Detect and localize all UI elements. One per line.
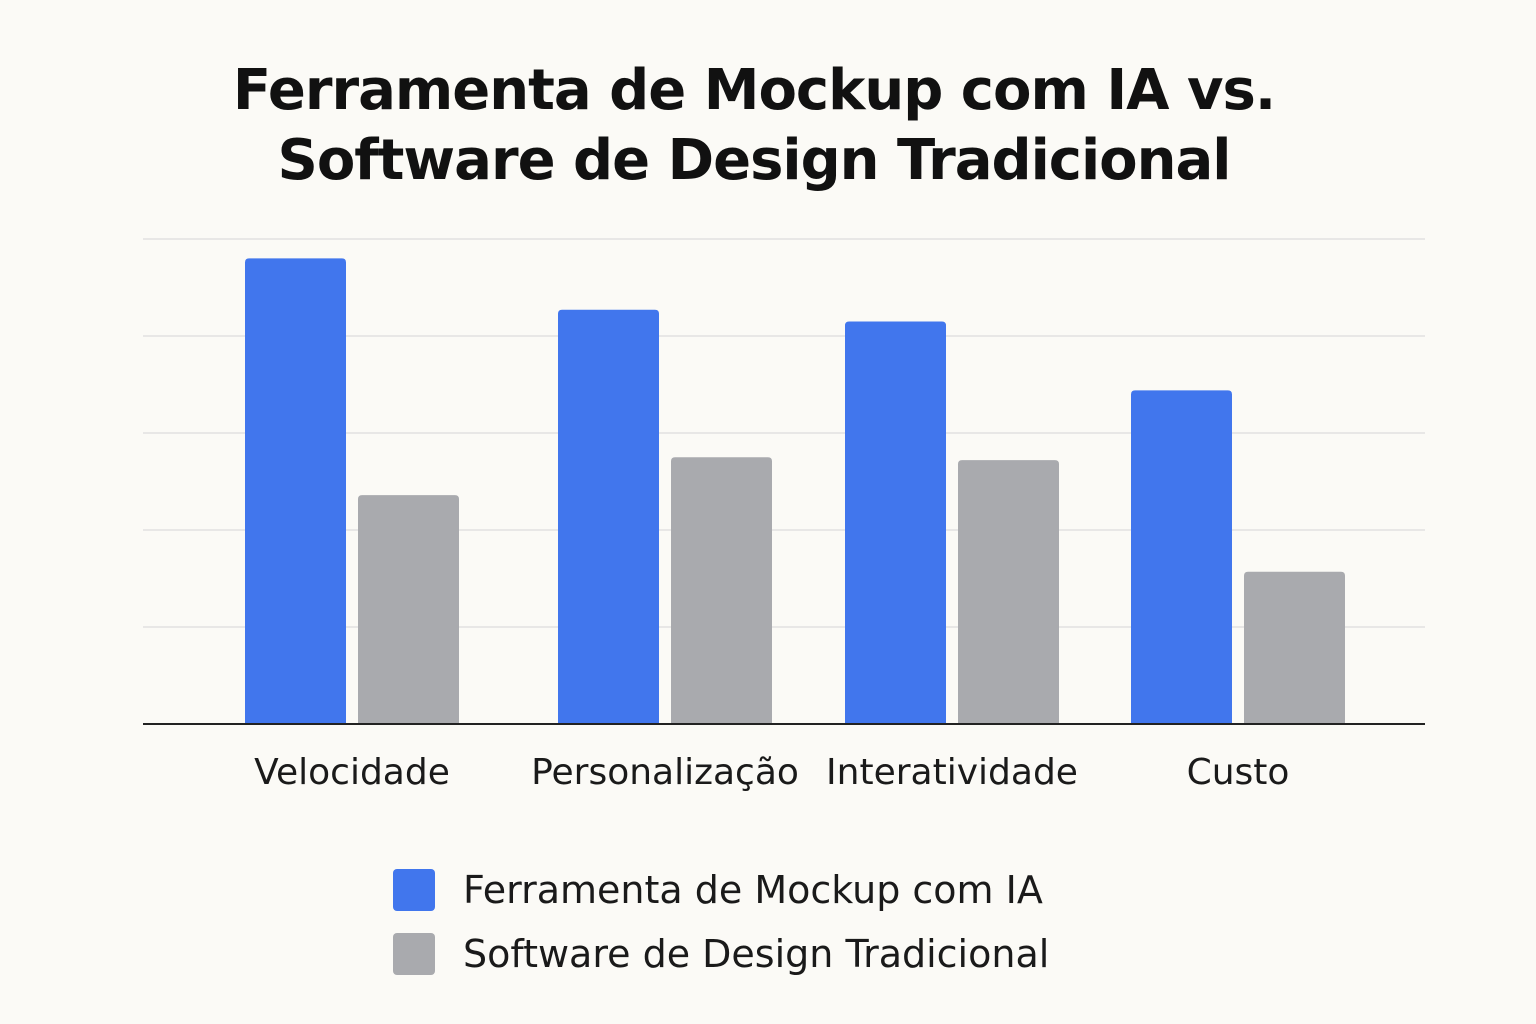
- bar-traditional: [1244, 571, 1345, 724]
- x-tick-label: Custo: [1187, 752, 1290, 793]
- legend: Ferramenta de Mockup com IA Software de …: [393, 858, 1049, 986]
- x-tick-label: Personalização: [531, 752, 799, 793]
- title-line-2: Software de Design Tradicional: [277, 128, 1231, 193]
- legend-swatch-ai: [393, 869, 435, 911]
- title-line-1: Ferramenta de Mockup com IA vs.: [232, 58, 1276, 123]
- bar-ai: [245, 258, 346, 724]
- legend-label-ai: Ferramenta de Mockup com IA: [463, 868, 1043, 912]
- bar-traditional: [671, 457, 772, 724]
- bar-ai: [845, 321, 946, 724]
- x-tick-label: Interatividade: [826, 752, 1078, 793]
- bar-traditional: [358, 495, 459, 724]
- bar-ai: [558, 309, 659, 724]
- chart-title: Ferramenta de Mockup com IA vs. Software…: [0, 56, 1508, 196]
- x-tick-label: Velocidade: [254, 752, 450, 793]
- legend-label-traditional: Software de Design Tradicional: [463, 932, 1050, 976]
- legend-swatch-traditional: [393, 933, 435, 975]
- bar-traditional: [958, 460, 1059, 724]
- legend-item-ai: Ferramenta de Mockup com IA: [393, 858, 1049, 922]
- bar-ai: [1131, 390, 1232, 724]
- legend-item-traditional: Software de Design Tradicional: [393, 922, 1049, 986]
